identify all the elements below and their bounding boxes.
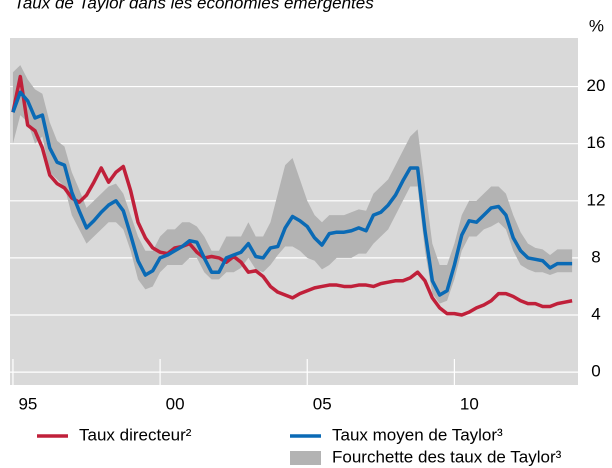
y-tick-label: 16: [587, 133, 606, 152]
y-axis-label: %: [589, 16, 604, 35]
y-tick-label: 4: [591, 305, 600, 324]
legend-label: Taux moyen de Taylor³: [332, 425, 503, 444]
range-band: [12, 65, 573, 304]
x-tick-label: 95: [18, 394, 37, 413]
x-tick-label: 10: [460, 394, 479, 413]
y-tick-label: 12: [587, 190, 606, 209]
x-tick-label: 00: [166, 394, 185, 413]
legend-label: Taux directeur²: [79, 425, 192, 444]
chart-title: Taux de Taylor dans les économies émerge…: [14, 0, 374, 12]
y-tick-label: 8: [591, 247, 600, 266]
x-tick-label: 05: [313, 394, 332, 413]
line: [11, 90, 573, 297]
legend-swatch: [290, 451, 321, 465]
y-tick-label: 20: [587, 76, 606, 95]
legend-label: Fourchette des taux de Taylor³: [332, 447, 562, 466]
y-tick-label: 0: [591, 362, 600, 381]
line: [11, 74, 573, 317]
